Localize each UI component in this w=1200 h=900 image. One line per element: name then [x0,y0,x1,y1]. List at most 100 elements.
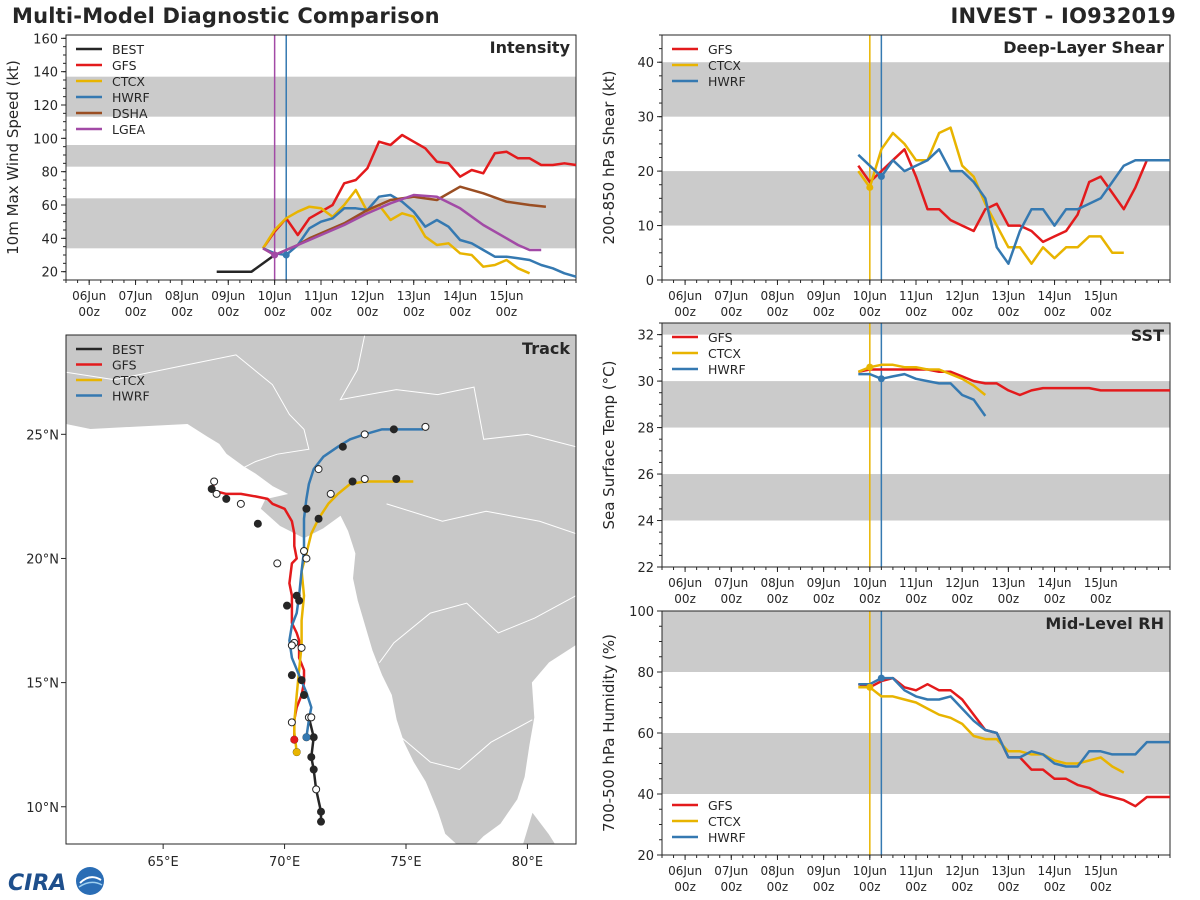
x-tick-label: 15Jun [1084,576,1118,590]
shaded-band [66,198,576,249]
y-tick-label: 20 [41,266,58,281]
x-tick-label: 00z [998,592,1020,606]
track-marker [287,718,296,727]
series-line-ctcx [857,126,1124,265]
x-tick-label: 00z [998,880,1020,894]
x-tick-label: 00z [905,880,927,894]
panel-title: Deep-Layer Shear [1003,38,1164,57]
track-marker [314,465,323,474]
border-line [66,354,310,470]
init-marker [877,173,885,181]
x-tick-label: 08Jun [165,289,199,303]
x-tick-label: 11Jun [899,864,933,878]
x-tick-label: 10Jun [853,864,887,878]
x-tick-label: 00z [951,880,973,894]
storm-id: INVEST - IO932019 [950,4,1176,28]
panel-title: SST [1131,326,1164,345]
x-tick-label: 06Jun [72,289,106,303]
y-tick-label: 22 [637,561,654,576]
axes-frame [65,334,577,845]
track-marker [302,554,311,563]
track-marker [312,785,321,794]
legend-label: BEST [112,42,144,57]
y-tick-label: 25°N [26,428,59,443]
y-tick-label: 15°N [26,677,59,692]
shaded-band [662,611,1170,672]
track-marker [348,477,357,486]
series-line-best [216,253,276,273]
track-marker [283,601,291,610]
y-tick-label: 60 [41,199,58,214]
x-tick-label: 07Jun [714,576,748,590]
x-tick-label: 00z [1044,305,1066,319]
y-axis-label: Sea Surface Temp (°C) [600,360,618,529]
track-marker [389,425,398,434]
x-tick-label: 12Jun [945,289,979,303]
legend-label: GFS [708,798,733,813]
x-tick-label: 65°E [148,855,179,870]
shaded-band [662,62,1170,117]
x-tick-label: 80°E [512,855,543,870]
x-tick-label: 13Jun [397,289,431,303]
x-tick-label: 10Jun [853,289,887,303]
x-tick-label: 12Jun [945,864,979,878]
series-line-lgea [262,193,542,257]
y-tick-label: 40 [637,56,654,71]
x-tick-label: 00z [720,880,742,894]
track-marker [360,430,369,439]
map-layer [66,335,576,844]
x-tick-label: 14Jun [443,289,477,303]
border-line [400,719,533,771]
track-marker [307,753,316,762]
legend-label: LGEA [112,122,146,137]
legend-label: CTCX [112,74,145,89]
legend-label: GFS [708,330,733,345]
x-tick-label: 08Jun [760,864,794,878]
series-line-gfs [858,368,1170,397]
track-marker [300,547,308,556]
x-tick-label: 12Jun [945,576,979,590]
legend-label: CTCX [708,814,741,829]
shaded-band [662,733,1170,794]
series-line-ctcx [261,188,531,275]
x-tick-label: 00z [767,880,789,894]
x-tick-label: 00z [813,880,835,894]
x-tick-label: 00z [905,592,927,606]
x-tick-label: 00z [125,305,147,319]
x-tick-label: 06Jun [668,864,702,878]
track-marker [360,475,369,484]
x-tick-label: 10Jun [258,289,292,303]
track-marker [297,676,306,685]
init-marker [877,375,885,383]
y-tick-label: 10 [637,220,654,235]
y-tick-label: 10°N [26,801,59,816]
x-tick-label: 00z [674,305,696,319]
track-marker [307,713,316,722]
x-tick-label: 14Jun [1038,576,1072,590]
x-tick-label: 13Jun [991,864,1025,878]
track-marker [207,484,216,493]
series-line-gfs [857,148,1170,244]
y-tick-label: 20°N [26,552,59,567]
x-tick-label: 14Jun [1038,864,1072,878]
x-tick-label: 00z [813,592,835,606]
y-tick-label: 24 [637,515,654,530]
y-tick-label: 32 [637,329,654,344]
track-marker [302,504,311,513]
cira-logo: CIRA [8,867,104,896]
x-tick-label: 00z [310,305,332,319]
x-tick-label: 00z [767,592,789,606]
x-tick-label: 00z [1090,305,1112,319]
track-marker [314,514,323,523]
y-tick-label: 100 [629,605,654,620]
border-line [339,335,576,448]
y-axis-label: 10m Max Wind Speed (kt) [4,60,22,255]
y-tick-label: 160 [33,32,58,47]
x-tick-label: 12Jun [350,289,384,303]
track-marker [309,765,318,774]
track-marker [273,559,282,568]
svg-text:CIRA: CIRA [8,871,66,896]
